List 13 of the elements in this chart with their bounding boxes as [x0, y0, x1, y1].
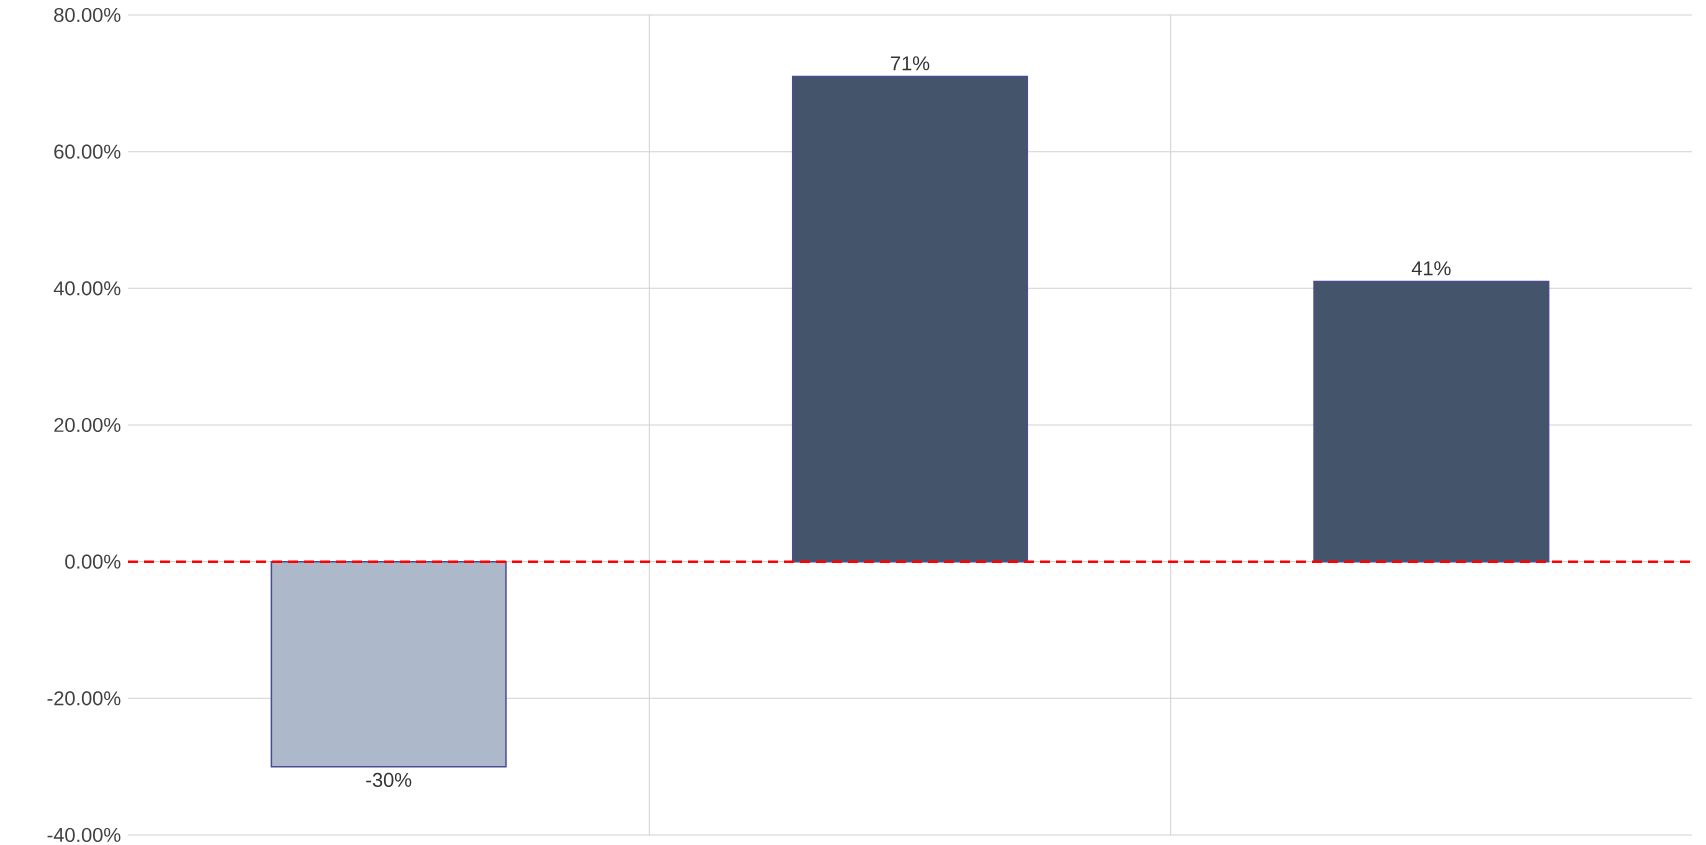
y-tick-label: 40.00% [53, 281, 121, 296]
y-tick-label: 0.00% [65, 554, 121, 569]
data-label: 41% [1411, 261, 1451, 276]
data-label: -30% [366, 772, 412, 787]
y-tick-label: -20.00% [47, 691, 121, 706]
bar [270, 560, 507, 768]
bar [791, 75, 1029, 563]
y-tick-label: 80.00% [54, 7, 121, 23]
y-tick-label: 20.00% [54, 417, 121, 433]
y-tick-label: -40.00% [47, 827, 121, 843]
y-tick-label: 60.00% [54, 144, 121, 159]
bar [1313, 280, 1550, 563]
data-label: 71% [891, 56, 930, 71]
